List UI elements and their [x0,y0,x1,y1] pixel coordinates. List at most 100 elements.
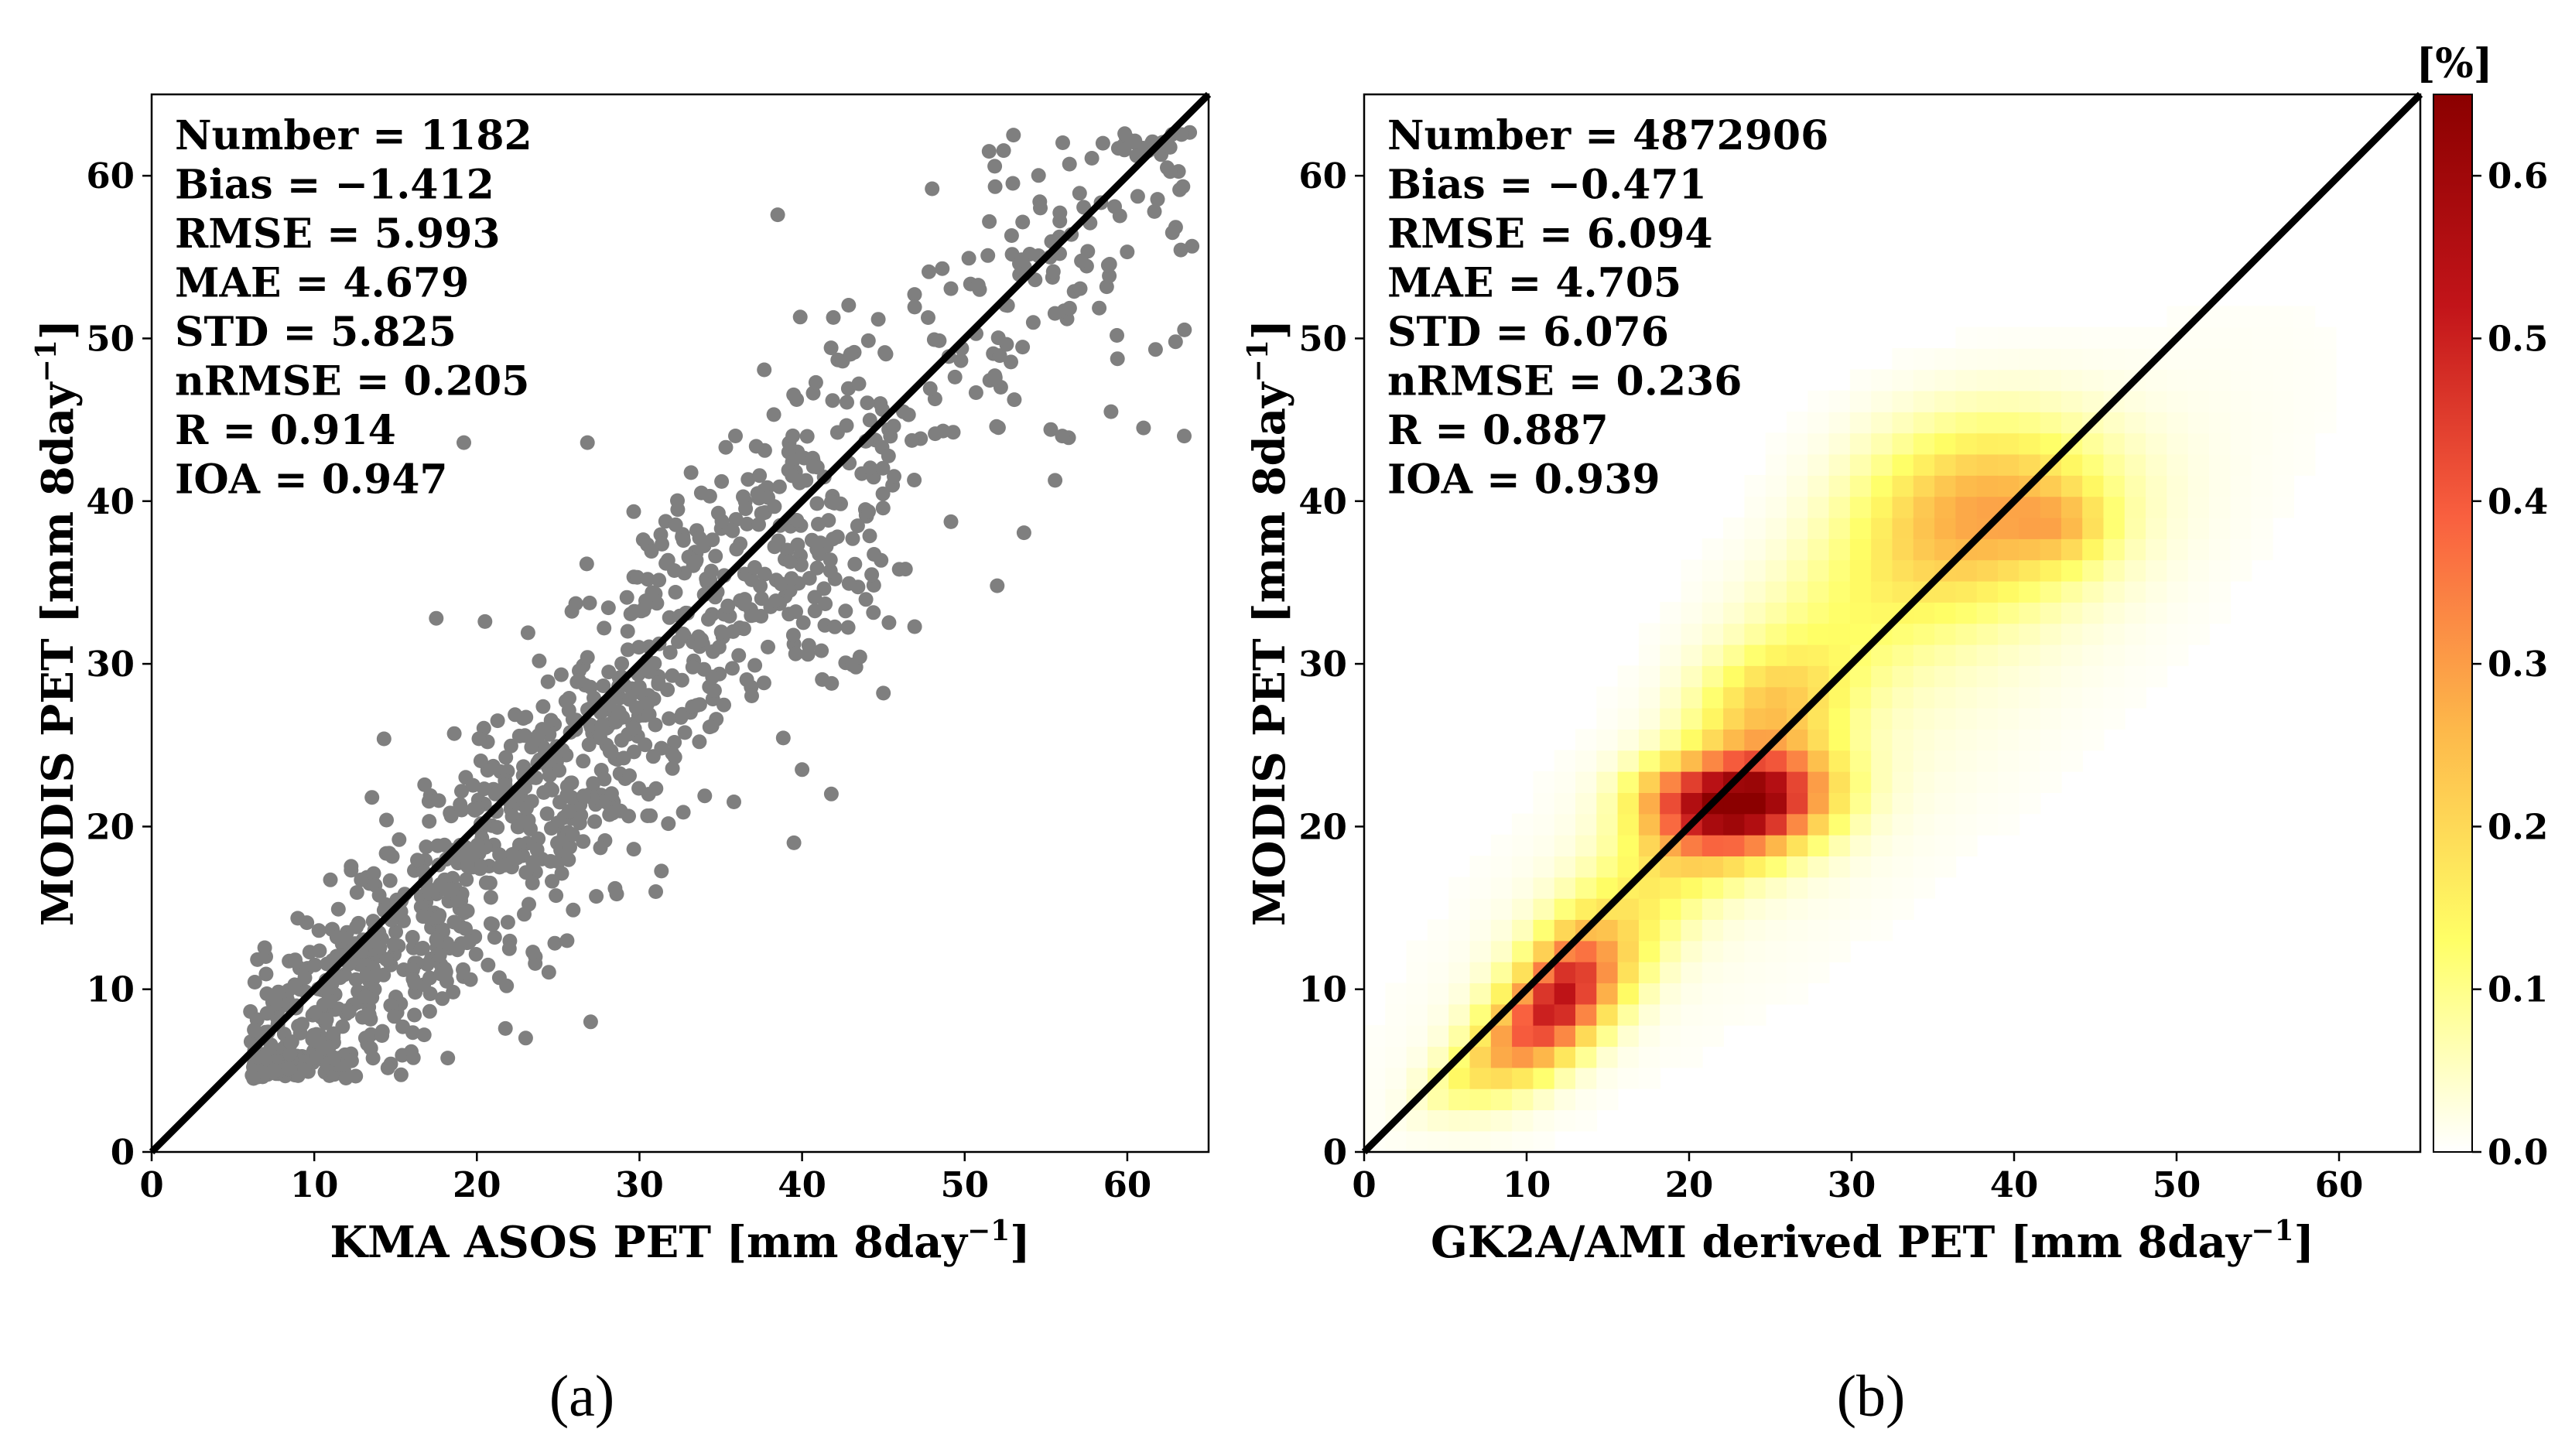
density-cell [1913,813,1935,836]
density-cell [1871,432,1893,455]
density-cell [1998,538,2020,561]
scatter-point [518,709,534,725]
density-cell [2124,326,2146,349]
density-cell [1723,919,1746,942]
density-cell [1807,771,1830,793]
density-cell [1807,813,1830,836]
density-cell [1871,897,1893,920]
density-cell [1448,1003,1471,1026]
density-cell [1892,856,1914,878]
density-cell [2040,559,2062,582]
scatter-point [329,929,344,945]
scatter-point [1177,429,1192,444]
density-cell [2019,559,2041,582]
scatter-point [620,624,635,639]
density-cell [1701,919,1724,942]
density-cell [1828,517,1851,539]
density-cell [1681,686,1703,709]
density-cell [1596,771,1619,793]
density-cell [1490,856,1513,878]
density-cell [1490,1067,1513,1089]
x-tick-label: 30 [1828,1164,1876,1205]
density-cell [1575,983,1598,1005]
scatter-point [1130,189,1145,204]
scatter-point [520,625,535,641]
scatter-point [808,374,823,390]
density-cell [2061,602,2083,624]
scatter-point [378,952,394,967]
scatter-point [761,490,775,505]
scatter-point [992,348,1007,364]
density-cell [2209,412,2232,434]
density-cell [1596,983,1619,1005]
scatter-point [805,459,821,474]
density-cell [1765,496,1787,518]
scatter-point [444,882,460,897]
scatter-point [553,667,569,682]
density-cell [1955,665,1978,688]
x-tick-label: 50 [2153,1164,2201,1205]
density-cell [1998,432,2020,455]
scatter-point [247,975,262,989]
density-cell [1596,919,1619,942]
scatter-point [922,381,938,396]
density-cell [1660,1003,1682,1026]
scatter-point [840,395,854,410]
scatter-point [943,514,959,529]
scatter-point [387,1009,402,1024]
density-cell [1998,665,2020,688]
panel-a-y-axis-label: MODIS PET [mm 8day−1] [30,320,84,927]
density-cell [1701,644,1724,666]
density-cell [1638,750,1660,772]
y-tick-label: 50 [1298,318,1347,359]
density-cell [1913,412,1935,434]
scatter-point [257,940,272,955]
density-cell [1934,771,1957,793]
density-cell [2082,475,2105,497]
density-cell [1533,983,1555,1005]
density-cell [1871,919,1893,942]
density-cell [1787,580,1809,603]
scatter-point [898,562,913,577]
density-cell [2082,453,2105,476]
density-cell [1849,813,1872,836]
density-cell [2103,559,2126,582]
stat-line: R = 0.914 [175,407,396,454]
scatter-point [785,468,800,484]
density-cell [1575,834,1598,856]
scatter-point [498,778,513,793]
scatter-point [744,572,759,587]
density-cell [1955,623,1978,645]
scatter-point [987,159,1003,174]
density-cell [1871,707,1893,730]
density-cell [1575,1046,1598,1068]
density-cell [1596,1089,1619,1111]
density-cell [1892,538,1914,561]
scatter-point [752,468,768,484]
density-cell [1660,813,1682,836]
scatter-point [823,563,838,579]
density-cell [1427,1089,1449,1111]
x-tick-label: 10 [290,1164,339,1205]
density-cell [1469,919,1492,942]
scatter-point [517,728,532,743]
density-cell [1681,771,1703,793]
density-cell [1638,1025,1660,1048]
density-cell [2124,496,2146,518]
density-cell [1849,475,1872,497]
density-cell [2251,432,2273,455]
scatter-point [740,516,754,531]
scatter-point [640,696,655,712]
density-cell [1849,517,1872,539]
density-cell [1490,834,1513,856]
density-cell [1385,983,1407,1005]
density-cell [1976,729,1999,751]
stat-line: MAE = 4.679 [175,260,469,307]
scatter-point [740,472,756,487]
density-cell [1998,348,2020,371]
density-cell [1807,644,1830,666]
density-cell [1998,412,2020,434]
density-cell [1765,856,1787,878]
density-cell [1828,792,1851,815]
scatter-point [511,819,526,835]
